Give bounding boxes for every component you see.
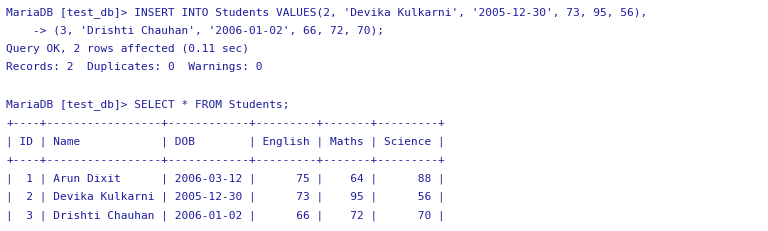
Text: MariaDB [test_db]> INSERT INTO Students VALUES(2, 'Devika Kulkarni', '2005-12-30: MariaDB [test_db]> INSERT INTO Students …: [6, 7, 647, 18]
Text: -> (3, 'Drishti Chauhan', '2006-01-02', 66, 72, 70);: -> (3, 'Drishti Chauhan', '2006-01-02', …: [6, 25, 384, 35]
Text: |  2 | Devika Kulkarni | 2005-12-30 |      73 |    95 |      56 |: | 2 | Devika Kulkarni | 2005-12-30 | 73 …: [6, 192, 445, 202]
Text: +----+-----------------+------------+---------+-------+---------+: +----+-----------------+------------+---…: [6, 118, 445, 128]
Text: +----+-----------------+------------+---------+-------+---------+: +----+-----------------+------------+---…: [6, 155, 445, 165]
Text: +----+-----------------+------------+---------+-------+---------+: +----+-----------------+------------+---…: [6, 229, 445, 231]
Text: |  3 | Drishti Chauhan | 2006-01-02 |      66 |    72 |      70 |: | 3 | Drishti Chauhan | 2006-01-02 | 66 …: [6, 210, 445, 221]
Text: MariaDB [test_db]> SELECT * FROM Students;: MariaDB [test_db]> SELECT * FROM Student…: [6, 99, 290, 110]
Text: Records: 2  Duplicates: 0  Warnings: 0: Records: 2 Duplicates: 0 Warnings: 0: [6, 62, 263, 72]
Text: |  1 | Arun Dixit      | 2006-03-12 |      75 |    64 |      88 |: | 1 | Arun Dixit | 2006-03-12 | 75 | 64 …: [6, 173, 445, 184]
Text: Query OK, 2 rows affected (0.11 sec): Query OK, 2 rows affected (0.11 sec): [6, 44, 249, 54]
Text: | ID | Name            | DOB        | English | Maths | Science |: | ID | Name | DOB | English | Maths | Sc…: [6, 136, 445, 147]
